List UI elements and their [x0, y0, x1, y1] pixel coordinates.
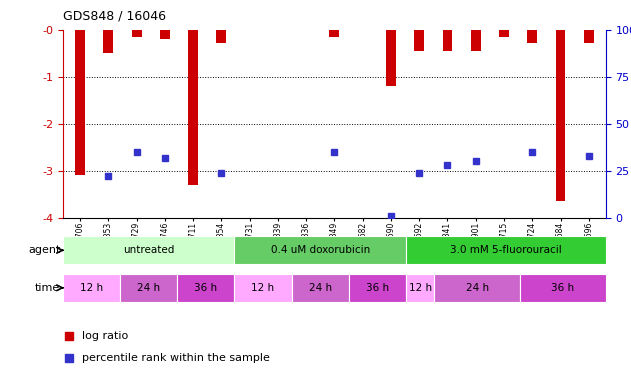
Bar [63, 274, 121, 302]
Bar [415, 30, 424, 51]
Text: GDS848 / 16046: GDS848 / 16046 [63, 9, 166, 22]
Bar [584, 30, 594, 43]
Bar [132, 30, 141, 37]
Bar [386, 30, 396, 86]
Bar [75, 30, 85, 176]
Text: 36 h: 36 h [551, 283, 574, 293]
Bar [406, 274, 434, 302]
Bar [471, 30, 481, 51]
Bar [406, 236, 606, 264]
Bar [121, 274, 177, 302]
Text: 12 h: 12 h [80, 283, 103, 293]
Text: 3.0 mM 5-fluorouracil: 3.0 mM 5-fluorouracil [450, 245, 562, 255]
Text: 0.4 uM doxorubicin: 0.4 uM doxorubicin [271, 245, 370, 255]
Bar [63, 236, 235, 264]
Bar [434, 274, 520, 302]
Text: 24 h: 24 h [137, 283, 160, 293]
Bar [177, 274, 235, 302]
Bar [235, 236, 406, 264]
Bar [292, 274, 349, 302]
Bar [528, 30, 537, 43]
Text: 12 h: 12 h [252, 283, 274, 293]
Text: 36 h: 36 h [366, 283, 389, 293]
Text: 24 h: 24 h [309, 283, 332, 293]
Bar [555, 30, 565, 201]
Bar [216, 30, 227, 43]
Bar [103, 30, 114, 54]
Bar [235, 274, 292, 302]
Text: log ratio: log ratio [82, 331, 128, 341]
Text: 12 h: 12 h [408, 283, 432, 293]
Bar [442, 30, 452, 51]
Bar [349, 274, 406, 302]
Text: percentile rank within the sample: percentile rank within the sample [82, 352, 270, 363]
Text: agent: agent [28, 245, 61, 255]
Bar [329, 30, 339, 37]
Bar [499, 30, 509, 37]
Bar [160, 30, 170, 39]
Text: 24 h: 24 h [466, 283, 489, 293]
Text: untreated: untreated [123, 245, 174, 255]
Text: 36 h: 36 h [194, 283, 218, 293]
Bar [188, 30, 198, 185]
Text: time: time [35, 283, 61, 293]
Bar [520, 274, 606, 302]
